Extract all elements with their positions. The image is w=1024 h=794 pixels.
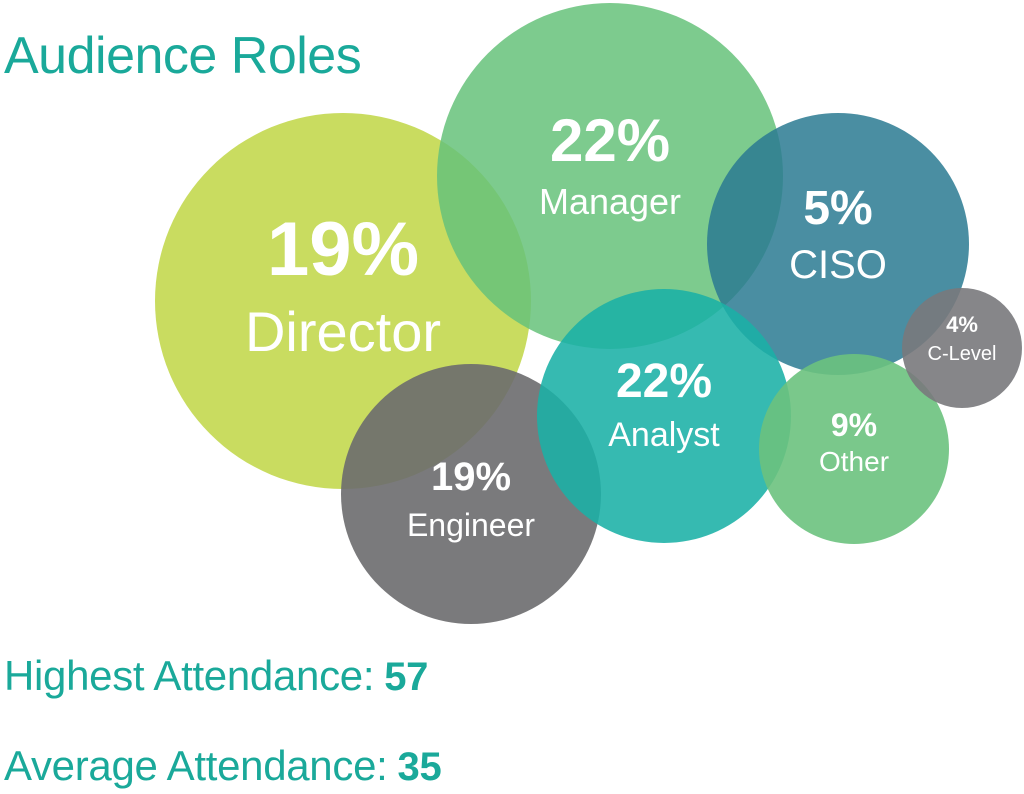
bubble-value-ciso: 5%	[803, 182, 872, 235]
bubble-value-director: 19%	[267, 207, 419, 292]
bubble-c-level	[902, 288, 1022, 408]
average-attendance-label: Average Attendance:	[4, 742, 388, 789]
bubble-value-other: 9%	[831, 407, 877, 443]
bubble-value-manager: 22%	[550, 107, 670, 174]
bubble-label-other: Other	[819, 446, 889, 477]
bubble-analyst	[537, 289, 791, 543]
bubble-manager	[437, 3, 783, 349]
bubble-label-analyst: Analyst	[608, 416, 720, 454]
bubble-value-analyst: 22%	[616, 355, 712, 408]
average-attendance-value: 35	[397, 745, 442, 789]
highest-attendance-value: 57	[384, 655, 429, 699]
bubble-label-ciso: CISO	[789, 243, 887, 287]
bubble-other	[759, 354, 949, 544]
bubble-label-engineer: Engineer	[407, 507, 535, 543]
highest-attendance: Highest Attendance: 57	[4, 652, 429, 699]
bubble-ciso	[707, 113, 969, 375]
bubble-value-engineer: 19%	[431, 455, 511, 499]
bubble-label-c-level: C-Level	[928, 343, 997, 365]
bubble-engineer	[341, 364, 601, 624]
page-title: Audience Roles	[4, 27, 362, 85]
bubble-label-director: Director	[245, 300, 441, 363]
bubble-label-manager: Manager	[539, 181, 681, 222]
bubble-value-c-level: 4%	[946, 312, 978, 337]
highest-attendance-label: Highest Attendance:	[4, 652, 375, 699]
average-attendance: Average Attendance: 35	[4, 742, 442, 789]
